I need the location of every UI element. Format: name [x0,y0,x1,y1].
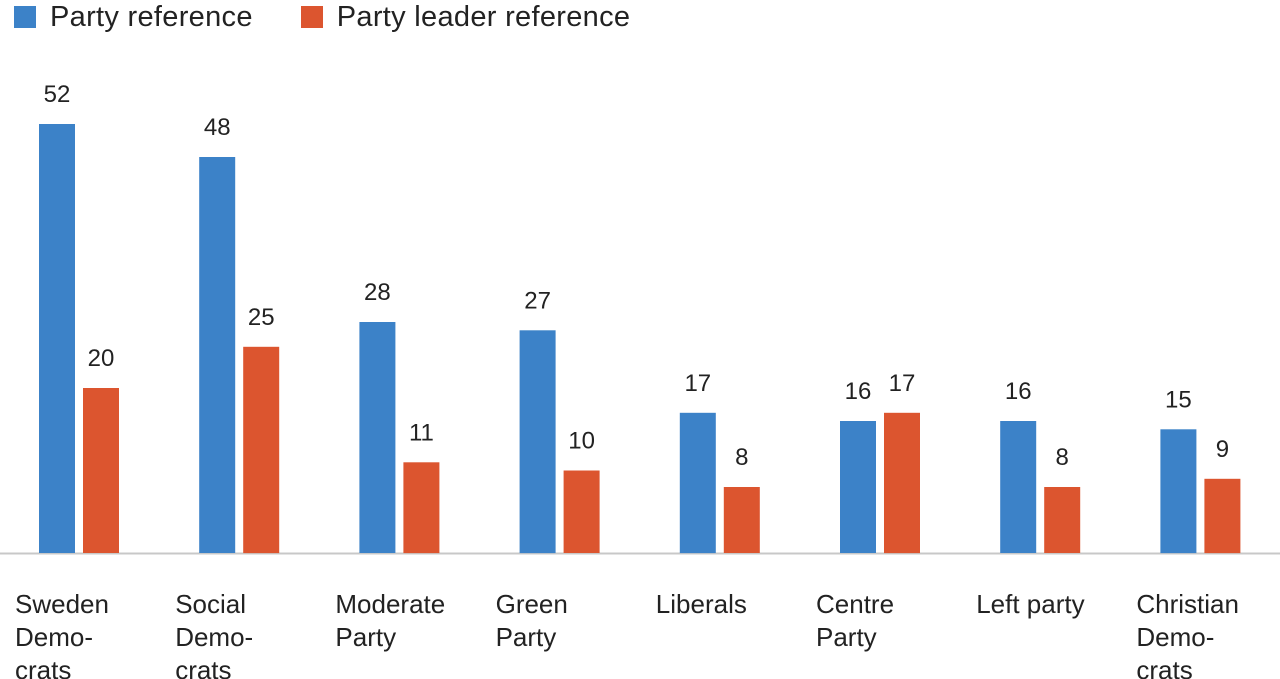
data-label-leader-3: 10 [568,428,595,455]
category-label-line: Party [335,622,396,652]
category-label-0: Sweden Demo-crats [15,589,109,679]
data-label-party-2: 28 [364,279,391,306]
data-label-leader-5: 17 [889,370,916,397]
legend-item-party-reference: Party reference [14,1,253,34]
category-label-4: Liberals [656,589,747,619]
bar-leader-3 [563,470,600,553]
data-label-leader-1: 25 [248,304,275,331]
bar-party-2 [359,322,396,553]
data-label-party-7: 15 [1165,386,1192,413]
bar-leader-2 [403,462,440,554]
data-label-leader-0: 20 [88,345,115,372]
bar-party-7 [1160,429,1197,554]
bar-party-6 [1000,421,1037,553]
data-label-party-5: 16 [845,378,872,405]
category-label-line: Demo- [175,622,253,652]
category-label-line: Demo- [15,622,93,652]
bar-leader-7 [1204,478,1241,554]
category-label-1: Social Demo-crats [175,589,253,679]
category-label-2: Moderate Party [335,589,445,652]
legend-item-party-leader-reference: Party leader reference [300,0,631,34]
category-label-line: Party [816,622,877,652]
legend-swatch-party-leader-reference [300,6,323,28]
data-label-party-3: 27 [524,287,551,314]
bar-party-4 [679,412,716,554]
category-label-3: Green Party [496,589,568,652]
data-label-leader-6: 8 [1056,444,1069,471]
bar-party-3 [519,330,556,554]
bar-party-1 [199,157,236,553]
category-label-line: Centre [816,589,894,619]
category-label-line: Demo- [1136,622,1214,652]
data-label-party-1: 48 [204,114,231,141]
category-label-6: Left party [976,589,1084,619]
category-label-line: Moderate [335,589,445,619]
category-label-line: crats [15,655,71,679]
category-label-line: Christian [1136,589,1239,619]
data-label-leader-2: 11 [409,419,434,446]
bar-party-5 [840,421,876,553]
data-label-party-6: 16 [1005,378,1032,405]
category-label-line: Social [175,589,246,619]
bar-leader-0 [83,388,119,553]
data-label-party-0: 52 [44,81,71,108]
category-label-line: Green [496,589,568,619]
legend-label-party-reference: Party reference [50,0,253,33]
category-label-7: Christian Demo-crats [1136,589,1239,679]
bar-leader-5 [884,412,920,554]
data-label-party-4: 17 [684,370,711,397]
bar-leader-6 [1044,487,1081,553]
legend-swatch-party-reference [14,6,36,28]
category-label-5: Centre Party [816,589,894,652]
category-label-line: crats [175,655,231,679]
data-label-leader-7: 9 [1216,436,1229,463]
category-label-line: Party [496,622,557,652]
category-label-line: Liberals [656,589,747,619]
category-label-line: Left party [976,589,1084,619]
bar-leader-4 [723,487,760,553]
bar-party-0 [39,124,75,553]
data-label-leader-4: 8 [735,444,748,471]
category-label-line: crats [1136,655,1192,679]
category-label-line: Sweden [15,589,109,619]
legend: Party reference Party leader reference [14,0,630,34]
bar-leader-1 [243,346,280,554]
legend-label-party-leader-reference: Party leader reference [336,0,631,33]
